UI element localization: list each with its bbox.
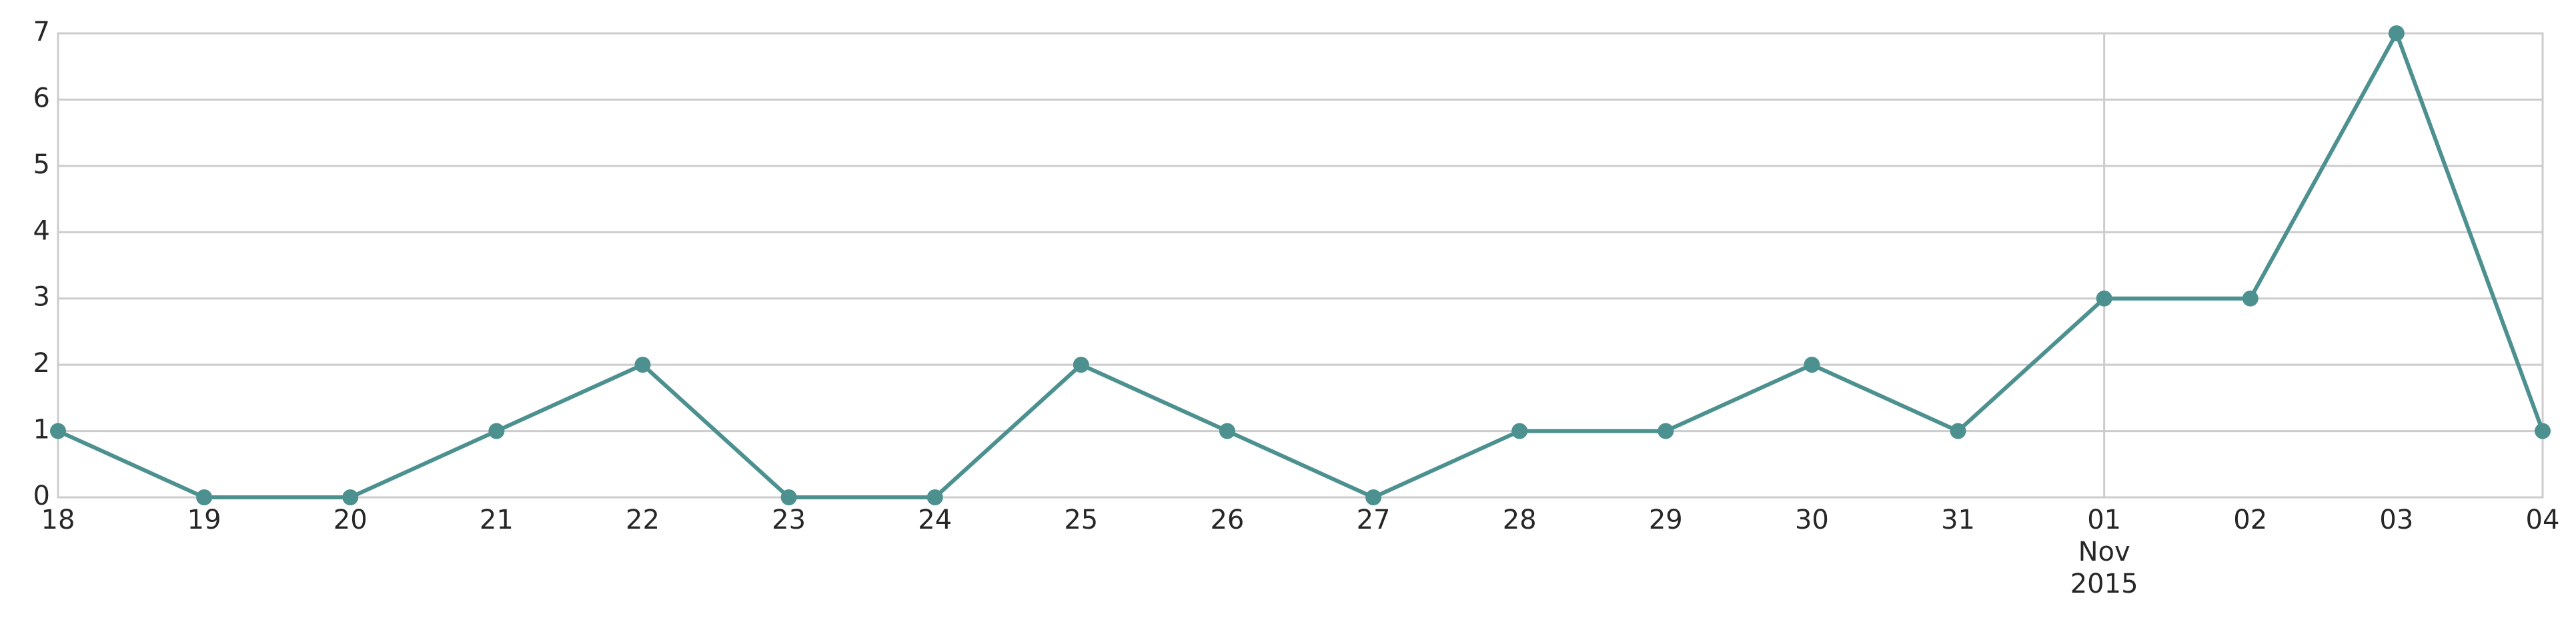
x-tick-label: 29: [1649, 505, 1683, 535]
x-tick-label: 23: [772, 505, 806, 535]
x-tick-label: 26: [1210, 505, 1244, 535]
data-point: [1073, 357, 1089, 373]
y-tick-label: 0: [33, 481, 50, 511]
data-point: [50, 423, 66, 439]
x-tick-label: 18: [41, 505, 75, 535]
data-point: [2535, 423, 2551, 439]
x-tick-label: 24: [918, 505, 952, 535]
x-tick-label: 02: [2233, 505, 2267, 535]
data-point: [926, 489, 943, 505]
data-point: [342, 489, 359, 505]
data-point: [634, 357, 651, 373]
x-axis-ticks: 18 19 20 21 22 23 24 25 26 27 28 29 30 31 01 02 03 04 Nov2…: [41, 505, 2560, 599]
y-tick-label: 2: [33, 348, 50, 379]
x-tick-label: 30: [1795, 505, 1829, 535]
data-points: [50, 25, 2551, 505]
data-point: [1804, 357, 1820, 373]
x-tick-label: 27: [1357, 505, 1391, 535]
x-tick-label: 19: [187, 505, 221, 535]
y-axis-ticks: 0 1 2 3 4 5 6 7: [33, 17, 50, 511]
series-line-layer: [57, 31, 2545, 499]
data-point: [196, 489, 213, 505]
data-point: [1365, 489, 1382, 505]
data-point: [2388, 25, 2405, 41]
data-point: [1511, 423, 1528, 439]
y-tick-label: 4: [33, 215, 50, 246]
x-tick-label: 25: [1064, 505, 1098, 535]
plot-frame: [57, 32, 2544, 499]
x-tick-label: 22: [626, 505, 660, 535]
data-point: [2096, 290, 2112, 307]
grid: [58, 32, 2543, 499]
x-year-label: 2015: [2070, 569, 2138, 599]
data-point: [2242, 290, 2259, 307]
x-tick-label: 28: [1503, 505, 1537, 535]
x-tick-label: 20: [334, 505, 368, 535]
data-point: [1219, 423, 1235, 439]
x-month-label: Nov: [2078, 537, 2130, 567]
y-tick-label: 5: [33, 149, 50, 180]
x-tick-label: 31: [1941, 505, 1975, 535]
y-tick-label: 1: [33, 415, 50, 445]
data-point: [780, 489, 797, 505]
y-tick-label: 7: [33, 17, 50, 47]
data-point: [488, 423, 505, 439]
x-tick-label: 01: [2087, 505, 2121, 535]
series-line: [57, 31, 2545, 499]
y-tick-label: 3: [33, 282, 50, 313]
x-tick-label: 21: [480, 505, 514, 535]
x-tick-label: 03: [2379, 505, 2413, 535]
data-point: [1658, 423, 1674, 439]
x-tick-label: 04: [2526, 505, 2560, 535]
y-tick-label: 6: [33, 83, 50, 113]
data-point: [1950, 423, 1966, 439]
